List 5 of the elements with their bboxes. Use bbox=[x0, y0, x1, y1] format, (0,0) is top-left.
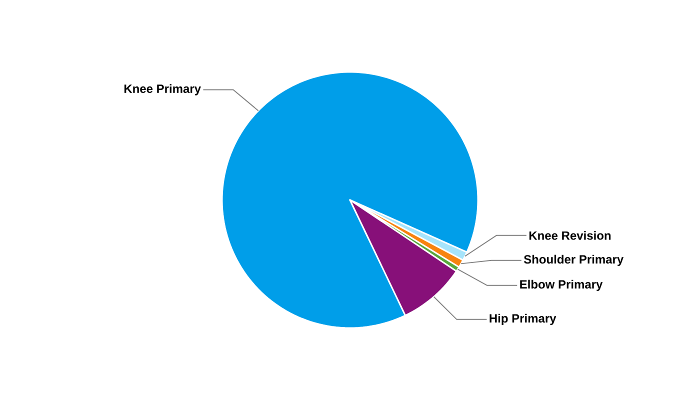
slice-label: Hip Primary bbox=[490, 314, 556, 326]
slice-label: Shoulder Primary bbox=[524, 254, 624, 266]
slice-label: Knee Primary bbox=[124, 84, 201, 96]
slice-label: Knee Revision bbox=[529, 231, 611, 240]
slice-label: Elbow Primary bbox=[520, 280, 603, 291]
